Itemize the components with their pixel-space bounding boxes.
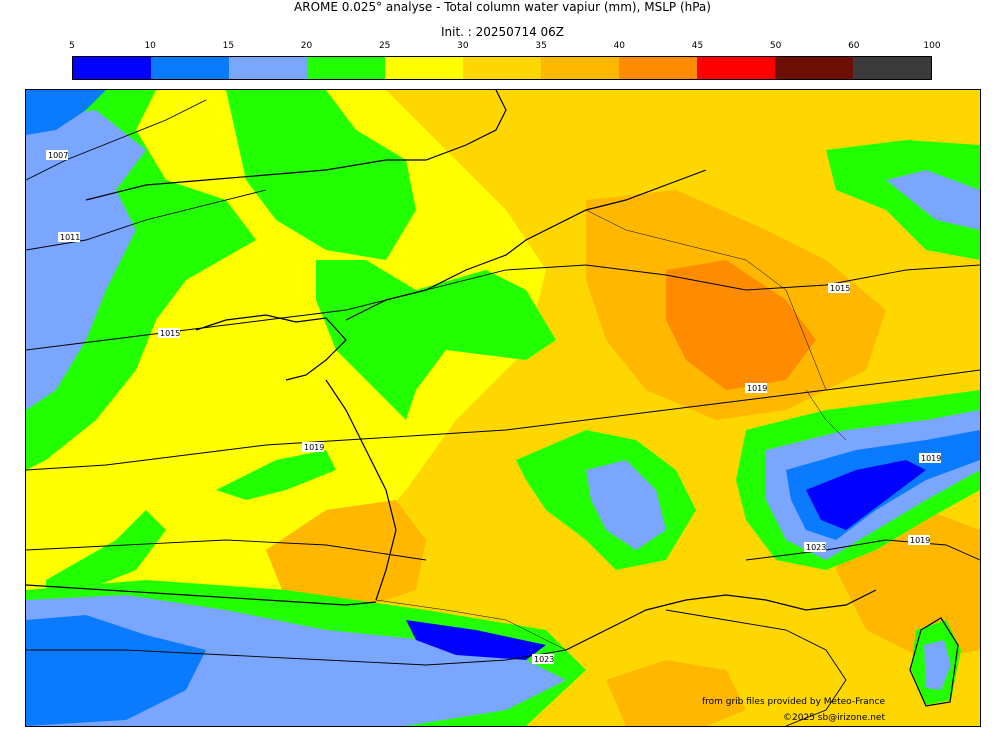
colorbar-tick: 15 bbox=[222, 41, 235, 51]
isobar-label: 1015 bbox=[160, 329, 180, 338]
isobar-line bbox=[26, 649, 567, 666]
atlantic-west-lightblue bbox=[26, 110, 146, 410]
pyrenees-deep-blue bbox=[406, 620, 546, 660]
pyrenees-blue bbox=[26, 615, 206, 726]
isobar-line bbox=[745, 539, 980, 561]
colorbar-tick: 35 bbox=[535, 41, 547, 51]
colorbar-segment bbox=[307, 57, 385, 79]
colorbar-tick: 50 bbox=[769, 41, 782, 51]
border-france-spain bbox=[375, 599, 567, 651]
isobars bbox=[26, 99, 980, 726]
channel-green-field bbox=[226, 90, 416, 260]
colorbar-tick: 30 bbox=[457, 41, 469, 51]
coast-mediterranean bbox=[565, 589, 877, 651]
coastlines bbox=[26, 90, 959, 707]
coast-uk-south bbox=[85, 90, 507, 201]
colorbar-tick: 40 bbox=[613, 41, 626, 51]
colorbar-segment bbox=[775, 57, 853, 79]
isobar-line bbox=[26, 369, 980, 471]
colorbar-segment bbox=[73, 57, 151, 79]
isobar-label: 1019 bbox=[921, 454, 941, 463]
massif-central-lightblue bbox=[586, 460, 666, 550]
atlantic-corner-blue bbox=[26, 90, 106, 135]
isobar-label: 1015 bbox=[830, 284, 850, 293]
isobar-label: 1023 bbox=[806, 543, 826, 552]
colorbar-segment bbox=[463, 57, 541, 79]
border-france-germany bbox=[745, 259, 827, 391]
chart-title: AROME 0.025° analyse - Total column wate… bbox=[294, 0, 711, 14]
central-france-green bbox=[316, 260, 556, 420]
southwest-green-patch bbox=[216, 450, 336, 500]
isobar-labels: 1007 1011 1015 1015 1019 1019 1019 1019 … bbox=[46, 150, 941, 664]
biscay-green-tongue bbox=[46, 510, 166, 600]
isobar-label: 1019 bbox=[304, 443, 324, 452]
corsica-lightblue bbox=[924, 640, 951, 690]
colorbar-segment bbox=[541, 57, 619, 79]
colorbar-segment bbox=[697, 57, 775, 79]
map-panel: 1007 1011 1015 1015 1019 1019 1019 1019 … bbox=[25, 89, 981, 727]
northeast-lightblue bbox=[886, 170, 980, 230]
isobar-label: 1011 bbox=[60, 233, 80, 242]
isobar-label: 1019 bbox=[747, 384, 767, 393]
colorbar-ticks: 5 10 15 20 25 30 35 40 45 50 60 100 bbox=[69, 41, 940, 53]
coast-corsica bbox=[909, 617, 959, 707]
isobar-line bbox=[26, 99, 207, 181]
colorbar-tick: 20 bbox=[300, 41, 313, 51]
gulf-of-lion-orange bbox=[606, 660, 746, 726]
southwest-orange-region bbox=[266, 500, 426, 610]
isobar-line bbox=[26, 189, 267, 251]
coast-biscay bbox=[325, 379, 397, 601]
alps-deep-blue bbox=[806, 460, 926, 530]
isobar-label: 1023 bbox=[534, 655, 554, 664]
colorbar-tick: 100 bbox=[923, 41, 941, 51]
colorbar-segment bbox=[619, 57, 697, 79]
borders bbox=[375, 209, 847, 651]
copyright-credit: ©2025 sb@irizone.net bbox=[783, 713, 885, 723]
isobar-label: 1007 bbox=[48, 151, 68, 160]
data-source-credit: from grib files provided by Meteo-France bbox=[701, 697, 885, 707]
init-time: Init. : 20250714 06Z bbox=[440, 25, 565, 39]
colorbar-segment bbox=[151, 57, 229, 79]
colorbar-tick: 10 bbox=[144, 41, 156, 51]
isobar-line bbox=[26, 264, 980, 351]
colorbar bbox=[72, 56, 932, 80]
border-france-switzerland bbox=[805, 389, 847, 441]
coast-spain-north bbox=[26, 584, 377, 606]
isobar-label: 1019 bbox=[910, 536, 930, 545]
colorbar-segment bbox=[853, 57, 931, 79]
colorbar-tick: 5 bbox=[69, 41, 75, 51]
northeast-green bbox=[826, 140, 980, 260]
colorbar-segment bbox=[229, 57, 307, 79]
colorbar-tick: 25 bbox=[378, 41, 391, 51]
colorbar-tick: 60 bbox=[848, 41, 860, 51]
east-orange-core bbox=[666, 260, 816, 390]
isobar-line bbox=[26, 539, 427, 561]
colorbar-segment bbox=[385, 57, 463, 79]
colorbar-tick: 45 bbox=[691, 41, 704, 51]
coast-brittany bbox=[195, 314, 347, 381]
border-france-belgium bbox=[585, 209, 747, 261]
isobar-line bbox=[665, 609, 847, 726]
